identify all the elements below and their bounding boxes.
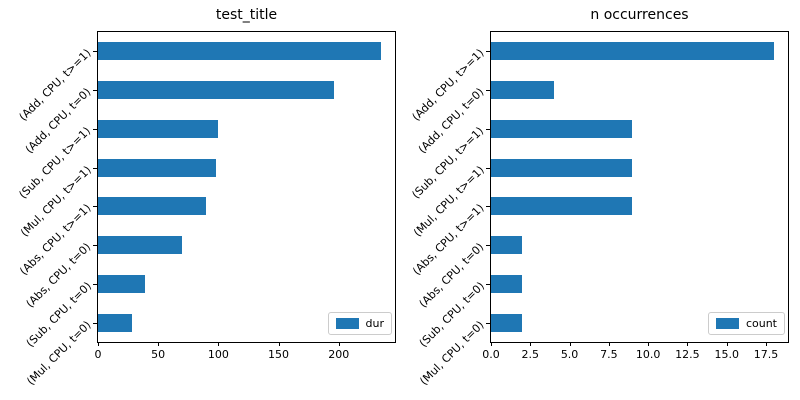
y-tick-label-text: (Abs, CPU, t>=1) <box>410 201 487 279</box>
chart-title: n occurrences <box>590 7 689 23</box>
y-tick-mark <box>93 51 97 52</box>
x-tick-mark <box>491 342 492 346</box>
bar <box>491 274 523 293</box>
x-tick-mark <box>727 342 728 346</box>
y-tick-mark <box>93 284 97 285</box>
legend: dur <box>327 312 392 335</box>
bar <box>491 119 633 138</box>
y-tick-mark <box>486 129 490 130</box>
x-tick-mark <box>766 342 767 346</box>
x-tick-mark <box>687 342 688 346</box>
bar <box>491 313 523 332</box>
y-tick-label-text: (Sub, CPU, t>=1) <box>16 124 94 202</box>
bar <box>491 158 633 177</box>
bar <box>98 197 207 216</box>
bar <box>98 81 334 100</box>
y-tick-mark <box>486 284 490 285</box>
y-tick-label-text: (Mul, CPU, t>=1) <box>17 163 94 239</box>
bar <box>98 158 216 177</box>
x-tick-mark <box>609 342 610 346</box>
y-tick-label-text: (Add, CPU, t>=1) <box>409 46 487 124</box>
legend-swatch <box>715 318 739 329</box>
y-tick-label-text: (Sub, CPU, t>=1) <box>409 124 487 202</box>
x-tick-mark <box>570 342 571 346</box>
x-tick-label: 0 <box>94 348 102 361</box>
bar <box>98 274 145 293</box>
chart-n-occurrences: n occurrences (Add, CPU, t>=1) (Add, CPU,… <box>410 7 789 387</box>
bar <box>491 81 554 100</box>
y-tick-mark <box>486 323 490 324</box>
y-tick-label-text: (Mul, CPU, t>=1) <box>410 163 487 239</box>
y-tick-label-text: (Add, CPU, t>=1) <box>16 46 94 124</box>
y-tick-mark <box>93 168 97 169</box>
x-tick-label: 17.5 <box>753 348 779 361</box>
y-tick-mark <box>93 129 97 130</box>
legend-swatch <box>335 318 359 329</box>
bar <box>98 313 132 332</box>
bar <box>491 236 523 255</box>
y-tick-mark <box>486 168 490 169</box>
legend-label: count <box>745 317 777 330</box>
y-tick-mark <box>486 90 490 91</box>
x-tick-label: 10.0 <box>635 348 661 361</box>
y-tick-mark <box>93 206 97 207</box>
x-tick-mark <box>648 342 649 346</box>
y-tick-mark <box>486 245 490 246</box>
y-tick-mark <box>486 51 490 52</box>
plot-area: (Add, CPU, t>=1) (Add, CPU, t=0) (Sub, CPU… <box>410 31 789 387</box>
chart-test-title: test_title (Add, CPU, t>=1) (Add, CPU, t=… <box>17 7 396 387</box>
x-tick-label: 50 <box>151 348 166 361</box>
bar <box>98 42 381 61</box>
bar <box>491 42 774 61</box>
y-tick-mark <box>93 90 97 91</box>
y-tick-label-text: (Abs, CPU, t>=1) <box>17 201 94 279</box>
x-tick-mark <box>530 342 531 346</box>
x-tick-label: 100 <box>207 348 229 361</box>
bar <box>491 197 633 216</box>
x-tick-mark <box>158 342 159 346</box>
x-tick-label: 200 <box>328 348 350 361</box>
chart-title: test_title <box>215 7 278 23</box>
x-tick-mark <box>218 342 219 346</box>
plot-area: (Add, CPU, t>=1) (Add, CPU, t=0) (Sub, CPU… <box>17 31 396 387</box>
x-tick-label: 12.5 <box>675 348 700 361</box>
x-tick-label: 7.5 <box>600 348 618 361</box>
x-tick-label: 2.5 <box>521 348 540 361</box>
legend-label: dur <box>365 317 384 330</box>
x-tick-label: 5.0 <box>560 348 579 361</box>
y-tick-mark <box>486 206 490 207</box>
y-tick-mark <box>93 245 97 246</box>
legend: count <box>707 312 785 335</box>
x-tick-mark <box>279 342 280 346</box>
bar <box>98 119 219 138</box>
x-tick-label: 0.0 <box>482 348 500 361</box>
x-tick-mark <box>339 342 340 346</box>
bar <box>98 236 183 255</box>
x-tick-label: 150 <box>268 348 290 361</box>
y-tick-mark <box>93 323 97 324</box>
x-tick-label: 15.0 <box>714 348 739 361</box>
x-tick-mark <box>98 342 99 346</box>
